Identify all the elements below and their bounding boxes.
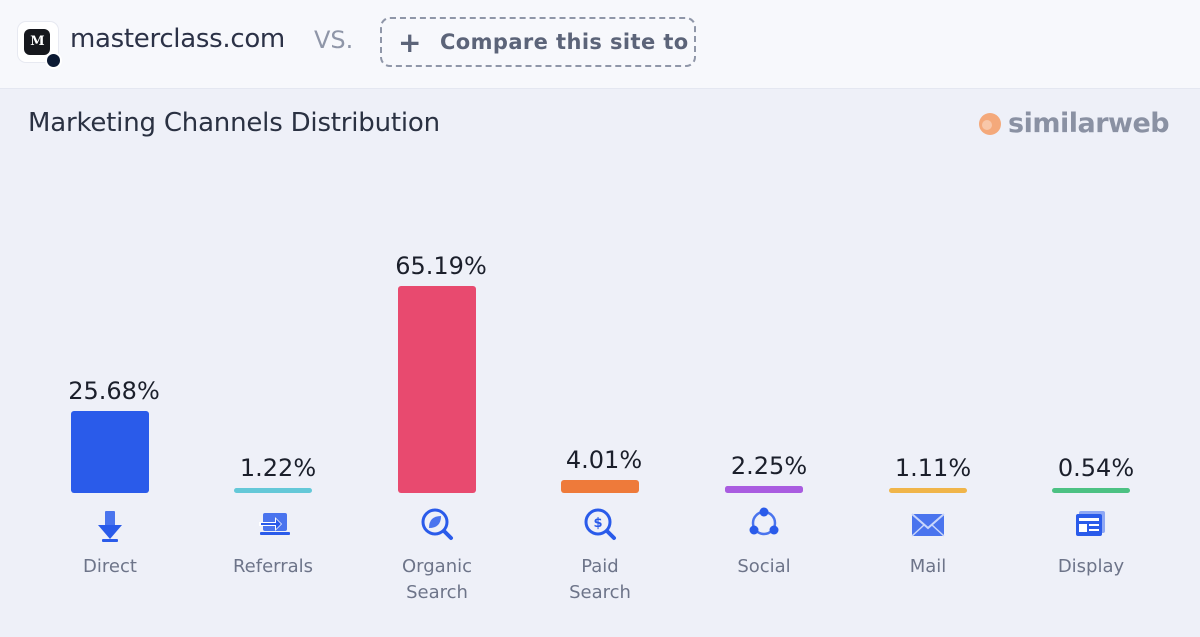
bar-mail[interactable]	[889, 488, 967, 493]
value-label-paid-search: 4.01%	[566, 446, 642, 474]
category-label-social: Social	[737, 556, 790, 577]
value-label-display: 0.54%	[1058, 454, 1134, 482]
category-label-paid-search: Paid Search	[569, 556, 631, 603]
bar-social[interactable]	[725, 486, 803, 493]
organic-search-icon	[421, 508, 453, 540]
similarweb-logo-icon	[979, 113, 1001, 135]
svg-text:$: $	[593, 516, 602, 531]
category-label-organic-search: Organic Search	[402, 556, 472, 603]
chart-title: Marketing Channels Distribution	[28, 108, 440, 138]
marketing-channels-chart: 25.68% Direct 1.22% Referrals 65.19% Organic S…	[68, 252, 1134, 603]
category-label-direct: Direct	[83, 556, 137, 577]
similarweb-wordmark: similarweb	[1008, 108, 1170, 139]
masterclass-logo-icon: M	[18, 22, 62, 69]
bar-referrals[interactable]	[234, 488, 312, 493]
plus-icon: +	[398, 26, 422, 59]
category-label-mail: Mail	[910, 556, 947, 577]
value-label-direct: 25.68%	[68, 377, 160, 405]
compare-site-button[interactable]: + Compare this site to	[380, 17, 696, 67]
top-bar: M masterclass.com VS. + Compare this sit…	[0, 0, 1200, 89]
bar-display[interactable]	[1052, 488, 1130, 493]
value-label-mail: 1.11%	[895, 454, 971, 482]
bar-direct[interactable]	[71, 411, 149, 493]
value-label-social: 2.25%	[731, 452, 807, 480]
value-label-organic-search: 65.19%	[395, 252, 487, 280]
direct-arrow-icon	[98, 511, 122, 542]
site-name[interactable]: masterclass.com	[70, 24, 285, 54]
mail-icon	[911, 513, 945, 537]
display-icon	[1076, 511, 1105, 536]
vs-label: VS.	[314, 26, 354, 54]
paid-search-icon: $	[584, 508, 616, 540]
category-label-display: Display	[1058, 556, 1125, 577]
referrals-icon	[259, 513, 290, 535]
compare-button-label: Compare this site to	[440, 30, 689, 54]
social-icon	[749, 507, 779, 536]
bar-paid-search[interactable]	[561, 480, 639, 493]
category-label-referrals: Referrals	[233, 556, 313, 577]
bar-organic-search[interactable]	[398, 286, 476, 493]
value-label-referrals: 1.22%	[240, 454, 316, 482]
